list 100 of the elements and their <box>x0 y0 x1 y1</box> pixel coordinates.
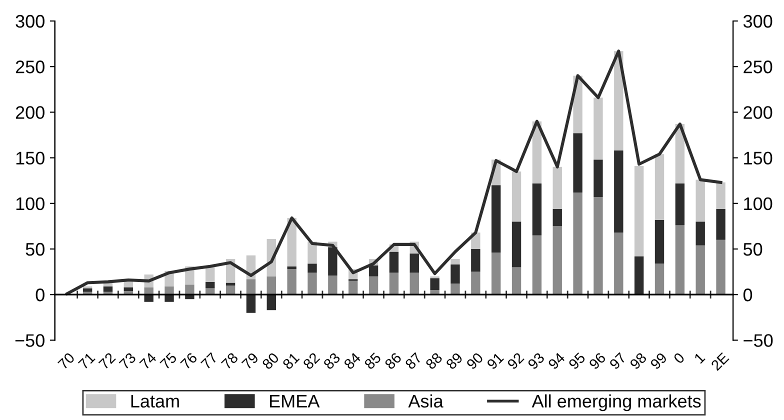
x-tick-label: 78 <box>220 352 239 370</box>
legend-label: Latam <box>131 395 179 408</box>
bar <box>164 286 174 295</box>
x-tick-label: 97 <box>608 352 627 370</box>
bar <box>82 288 92 292</box>
bar <box>675 183 685 226</box>
y2-tick-label: 0 <box>743 288 752 302</box>
bar <box>614 150 624 233</box>
bar <box>266 294 276 310</box>
bar <box>552 226 562 295</box>
x-tick-label: 90 <box>466 352 484 370</box>
x-tick-label: 87 <box>404 352 422 370</box>
bar <box>287 266 296 270</box>
legend-label: All emerging markets <box>532 394 701 412</box>
bar <box>675 225 685 295</box>
bar <box>532 235 542 295</box>
bar <box>696 180 705 222</box>
bar <box>696 245 705 295</box>
x-tick-label: 71 <box>78 352 96 370</box>
bar <box>144 294 154 302</box>
x-tick-label: 92 <box>506 352 525 370</box>
x-tick-label: 1 <box>694 352 706 364</box>
bar <box>552 208 562 226</box>
bar <box>594 160 603 198</box>
bar <box>471 272 480 295</box>
bar <box>634 256 644 295</box>
bar <box>573 192 582 295</box>
bar <box>512 267 522 295</box>
bar <box>185 284 194 295</box>
x-tick-label: 94 <box>548 352 566 370</box>
bar <box>450 284 460 295</box>
bar <box>328 275 338 295</box>
y-tick-label: 150 <box>16 152 44 165</box>
bar <box>654 220 664 264</box>
bar <box>206 282 215 288</box>
bar <box>614 232 624 295</box>
y-tick-label: 300 <box>16 14 44 28</box>
bar <box>389 272 399 295</box>
y2-tick-label: −50 <box>744 334 773 347</box>
bar <box>368 265 378 276</box>
line-series <box>66 50 722 296</box>
bar <box>144 287 154 295</box>
bar <box>226 282 236 286</box>
bar <box>348 280 358 295</box>
x-tick-label: 85 <box>364 352 382 370</box>
bar <box>308 272 317 295</box>
bar <box>328 247 338 276</box>
bar <box>103 286 113 292</box>
x-tick-label: 70 <box>57 352 76 370</box>
x-tick-label: 86 <box>384 352 402 370</box>
bar <box>450 264 460 284</box>
x-tick-label: 79 <box>241 352 259 370</box>
x-tick-label: 74 <box>139 352 157 370</box>
y2-tick-label: 100 <box>744 197 772 210</box>
x-tick-label: 75 <box>160 352 178 370</box>
bar <box>491 185 501 253</box>
x-tick-label: 95 <box>568 352 586 370</box>
bar <box>368 276 378 295</box>
bar <box>491 252 501 295</box>
bar <box>532 183 542 236</box>
bar <box>308 264 317 273</box>
bar <box>716 208 726 240</box>
y2-tick-label: 200 <box>744 106 772 119</box>
bar <box>124 287 134 291</box>
x-tick-label: 81 <box>282 352 300 370</box>
y-tick-label: 250 <box>16 60 44 74</box>
legend-label: Asia <box>408 394 444 408</box>
x-tick-label: 98 <box>629 352 648 370</box>
x-tick-label: 99 <box>650 352 668 370</box>
bar <box>266 276 276 295</box>
x-tick-label: 88 <box>424 352 443 370</box>
x-tick-label: 0 <box>672 352 686 364</box>
x-tick-label: 72 <box>98 352 116 370</box>
bar <box>389 252 399 273</box>
bar <box>716 182 726 209</box>
bar <box>654 154 664 220</box>
bar <box>164 294 174 302</box>
legend-label: EMEA <box>270 395 320 408</box>
bar <box>410 254 419 273</box>
x-tick-label: 77 <box>200 352 218 370</box>
y2-tick-label: 50 <box>743 242 762 256</box>
x-tick-label: 2E <box>710 352 730 371</box>
bar <box>206 267 215 282</box>
bar <box>226 285 236 295</box>
bar <box>696 222 705 246</box>
x-tick-label: 93 <box>527 352 545 370</box>
bar <box>634 166 644 256</box>
x-tick-label: 84 <box>343 352 362 370</box>
y2-tick-label: 150 <box>744 152 772 165</box>
bar <box>287 269 296 295</box>
bar <box>450 259 460 265</box>
y-tick-label: 100 <box>16 197 44 210</box>
bar <box>410 272 419 295</box>
x-tick-label: 89 <box>445 352 464 370</box>
y-tick-label: 200 <box>16 106 44 119</box>
bar <box>654 264 664 295</box>
bar <box>594 197 603 295</box>
bar <box>552 166 562 209</box>
x-tick-label: 83 <box>322 352 341 370</box>
y-tick-label: 50 <box>26 242 44 256</box>
